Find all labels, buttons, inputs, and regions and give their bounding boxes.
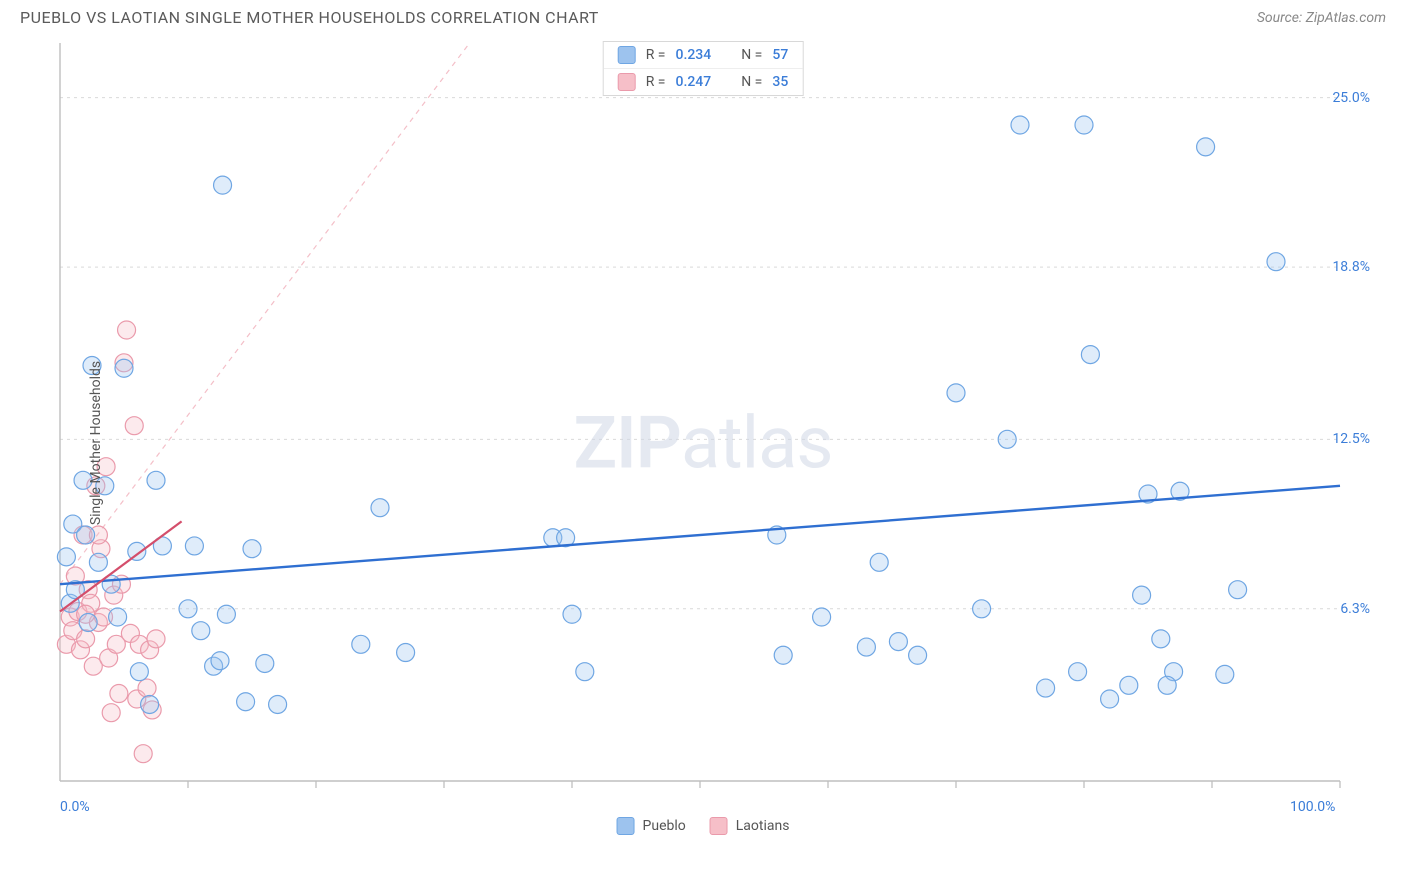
stat-n-label: N =	[741, 74, 762, 90]
legend-label: Pueblo	[643, 818, 686, 834]
y-tick-label: 18.8%	[1332, 259, 1370, 275]
legend-item-pueblo: Pueblo	[617, 817, 686, 835]
legend-label: Laotians	[736, 818, 790, 834]
y-tick-label: 12.5%	[1332, 431, 1370, 447]
legend-item-laotians: Laotians	[710, 817, 790, 835]
y-tick-label: 25.0%	[1332, 90, 1370, 106]
swatch-pueblo	[618, 46, 636, 64]
chart-source: Source: ZipAtlas.com	[1257, 10, 1386, 26]
y-tick-label: 6.3%	[1340, 601, 1370, 617]
stat-r-label: R =	[646, 74, 666, 90]
swatch-laotians	[618, 73, 636, 91]
stats-row-laotians: R = 0.247 N = 35	[604, 69, 803, 95]
chart-title: PUEBLO VS LAOTIAN SINGLE MOTHER HOUSEHOL…	[20, 8, 599, 27]
stat-r-value: 0.234	[676, 47, 712, 63]
stats-legend-box: R = 0.234 N = 57 R = 0.247 N = 35	[603, 41, 804, 96]
x-axis-max-label: 100.0%	[1290, 799, 1335, 815]
scatter-chart-svg	[20, 33, 1350, 853]
swatch-pueblo	[617, 817, 635, 835]
stat-r-value: 0.247	[676, 74, 712, 90]
stats-row-pueblo: R = 0.234 N = 57	[604, 42, 803, 69]
chart-area: Single Mother Households ZIPatlas R = 0.…	[20, 33, 1386, 853]
swatch-laotians	[710, 817, 728, 835]
stat-n-value: 35	[772, 74, 788, 90]
bottom-legend: Pueblo Laotians	[617, 795, 790, 857]
stat-n-label: N =	[741, 47, 762, 63]
stat-n-value: 57	[772, 47, 788, 63]
chart-header: PUEBLO VS LAOTIAN SINGLE MOTHER HOUSEHOL…	[0, 0, 1406, 33]
x-axis-min-label: 0.0%	[60, 799, 90, 815]
y-axis-label: Single Mother Households	[88, 361, 104, 525]
stat-r-label: R =	[646, 47, 666, 63]
